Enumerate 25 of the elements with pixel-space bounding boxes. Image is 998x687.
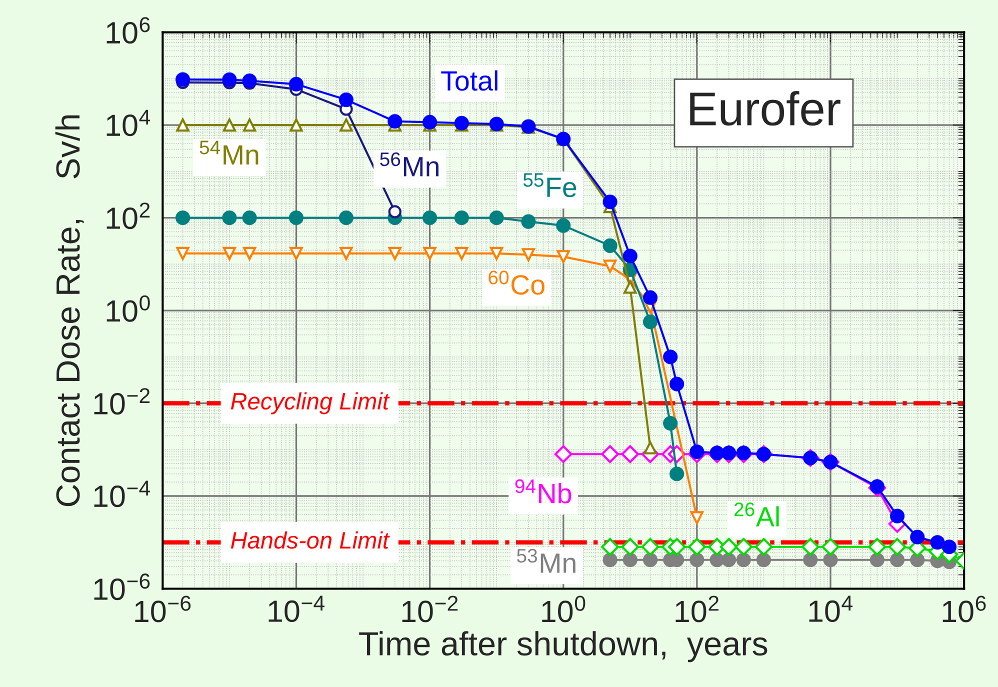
y-tick-label: 10$^{0}$ (106, 295, 150, 322)
y-tick-label: 10$^{−4}$ (94, 480, 150, 508)
series-label: Total (441, 70, 498, 91)
x-tick-label: 10$^{2}$ (676, 596, 718, 622)
series-label: $^{53}$Mn (517, 548, 576, 573)
y-axis-title: Contact Dose Rate, Sv/h (55, 115, 84, 506)
x-tick-label: 10$^{4}$ (809, 596, 853, 622)
series-label: $^{55}$Fe (523, 173, 576, 198)
x-tick-label: 10$^{6}$ (942, 596, 986, 622)
series-label: $^{56}$Mn (380, 152, 438, 176)
ref-line-label: Hands-on Limit (230, 531, 390, 549)
y-tick-label: 10$^{2}$ (106, 202, 150, 230)
x-axis-title: Time after shutdown, years (359, 631, 768, 662)
x-tick-label: 10$^{−4}$ (268, 596, 324, 622)
series-label: $^{60}$Co (488, 270, 544, 295)
y-tick-label: 10$^{6}$ (106, 17, 150, 44)
ref-line-label: Recycling Limit (230, 392, 390, 414)
annotation: Eurofer (690, 91, 840, 126)
x-tick-label: 10$^{0}$ (542, 596, 586, 622)
y-tick-label: 10$^{−2}$ (94, 388, 150, 415)
y-tick-label: 10$^{4}$ (106, 110, 150, 136)
series-label: $^{94}$Nb (515, 479, 572, 504)
x-tick-label: 10$^{−2}$ (402, 596, 458, 622)
series-label: $^{54}$Mn (200, 140, 258, 164)
series-label: $^{26}$Al (734, 502, 779, 526)
